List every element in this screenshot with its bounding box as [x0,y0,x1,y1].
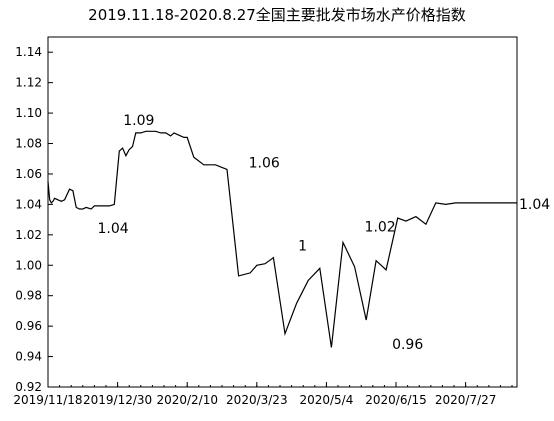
annotations: 1.04 1.09 1.06 1 1.02 0.96 1.04 [98,113,551,353]
y-tick-label: 1.10 [15,106,42,120]
data-label: 1.02 [365,219,396,235]
y-tick-label: 1.12 [15,76,42,90]
y-tick-label: 1.04 [15,197,42,211]
x-tick-label: 2020/6/15 [365,393,427,407]
y-tick-label: 1.02 [15,228,42,242]
data-label: 1.06 [249,155,280,171]
y-axis: 0.92 0.94 0.96 0.98 1.00 1.02 1.04 1.06 1.08 1.10… [15,45,53,394]
y-tick-label: 1.08 [15,137,42,151]
y-tick-label: 0.94 [15,350,42,364]
x-tick-label: 2020/3/23 [226,393,288,407]
x-tick-label: 2020/2/10 [156,393,218,407]
x-axis: 2019/11/18 2019/12/30 2020/2/10 2020/3/23 20… [13,382,513,407]
x-tick-label: 2019/11/18 [13,393,82,407]
x-tick-label: 2020/5/4 [299,393,353,407]
data-label: 1 [298,239,307,255]
y-tick-label: 1.00 [15,258,42,272]
series-line [47,130,517,348]
y-tick-label: 1.14 [15,45,42,59]
data-label: 0.96 [392,337,423,353]
chart-title: 2019.11.18-2020.8.27全国主要批发市场水产价格指数 [88,6,466,24]
y-tick-label: 0.92 [15,380,42,394]
y-tick-label: 0.96 [15,319,42,333]
x-tick-label: 2019/12/30 [83,393,152,407]
y-tick-label: 0.98 [15,289,42,303]
data-label: 1.04 [98,221,129,237]
plot-frame [47,36,518,388]
x-tick-label: 2020/7/27 [435,393,497,407]
data-label: 1.09 [123,113,154,129]
y-tick-label: 1.06 [15,167,42,181]
data-label: 1.04 [519,197,550,213]
